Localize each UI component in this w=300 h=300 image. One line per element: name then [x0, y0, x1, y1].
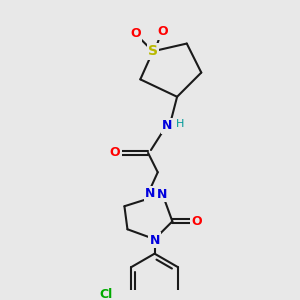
Text: H: H [176, 119, 184, 129]
Text: N: N [145, 187, 155, 200]
Text: Cl: Cl [99, 288, 112, 300]
Text: O: O [157, 26, 168, 38]
Text: O: O [130, 27, 141, 40]
Text: O: O [191, 215, 202, 228]
Text: N: N [149, 234, 160, 247]
Text: N: N [162, 119, 172, 132]
Text: S: S [148, 44, 158, 58]
Text: O: O [110, 146, 121, 159]
Text: N: N [157, 188, 168, 201]
